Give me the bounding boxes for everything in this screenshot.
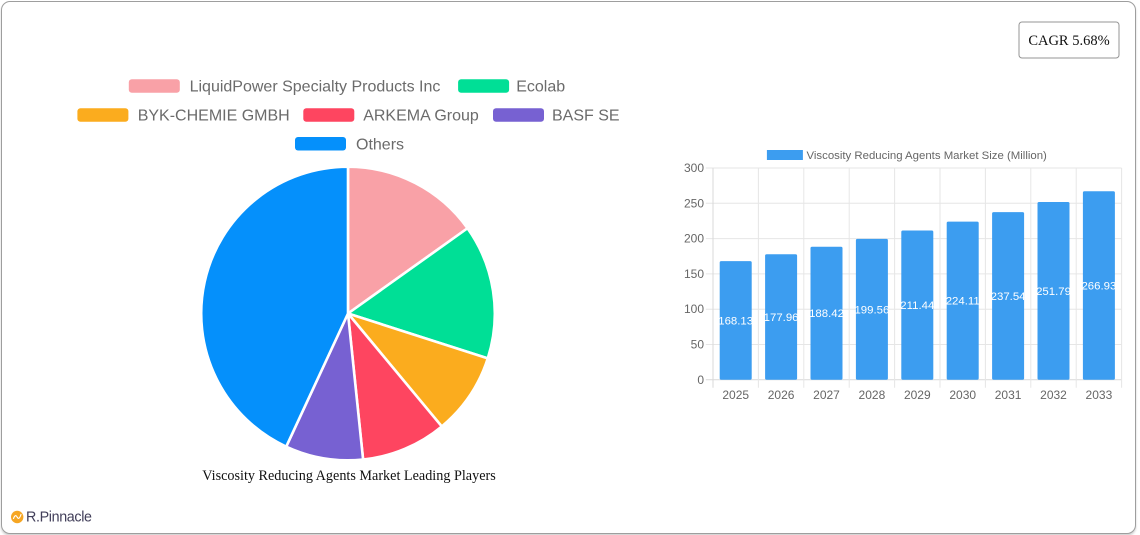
svg-text:2025: 2025	[722, 388, 749, 402]
svg-text:LiquidPower Specialty Products: LiquidPower Specialty Products Inc	[190, 79, 441, 96]
svg-text:CAGR 5.68%: CAGR 5.68%	[1028, 33, 1109, 49]
svg-text:199.56: 199.56	[854, 304, 889, 316]
svg-text:2027: 2027	[813, 388, 840, 402]
svg-text:224.11: 224.11	[946, 296, 980, 308]
svg-text:251.79: 251.79	[1036, 286, 1071, 298]
svg-text:2030: 2030	[949, 388, 976, 402]
svg-text:266.93: 266.93	[1081, 281, 1116, 293]
svg-text:211.44: 211.44	[900, 300, 934, 312]
svg-text:250: 250	[684, 196, 704, 210]
svg-text:Others: Others	[356, 136, 404, 153]
svg-text:188.42: 188.42	[809, 308, 844, 320]
svg-text:BYK-CHEMIE GMBH: BYK-CHEMIE GMBH	[138, 108, 290, 125]
svg-text:2033: 2033	[1086, 388, 1113, 402]
svg-text:2028: 2028	[859, 388, 886, 402]
svg-text:0: 0	[697, 373, 704, 387]
svg-text:237.54: 237.54	[991, 291, 1026, 303]
svg-text:BASF SE: BASF SE	[552, 108, 620, 125]
svg-text:50: 50	[691, 338, 705, 352]
svg-text:Viscosity Reducing Agents Mark: Viscosity Reducing Agents Market Size (M…	[807, 150, 1048, 162]
svg-text:100: 100	[684, 302, 704, 316]
svg-text:200: 200	[684, 232, 704, 246]
svg-text:Ecolab: Ecolab	[516, 79, 565, 96]
svg-text:2031: 2031	[995, 388, 1022, 402]
svg-text:ARKEMA Group: ARKEMA Group	[363, 108, 479, 125]
svg-text:2029: 2029	[904, 388, 931, 402]
svg-text:300: 300	[684, 161, 704, 175]
svg-text:Viscosity Reducing Agents Mark: Viscosity Reducing Agents Market Leading…	[202, 468, 496, 484]
svg-text:R.Pinnacle: R.Pinnacle	[26, 510, 92, 526]
svg-text:150: 150	[684, 267, 704, 281]
svg-text:2032: 2032	[1040, 388, 1067, 402]
svg-text:177.96: 177.96	[764, 312, 799, 324]
svg-text:168.13: 168.13	[718, 315, 753, 327]
svg-text:2026: 2026	[768, 388, 795, 402]
